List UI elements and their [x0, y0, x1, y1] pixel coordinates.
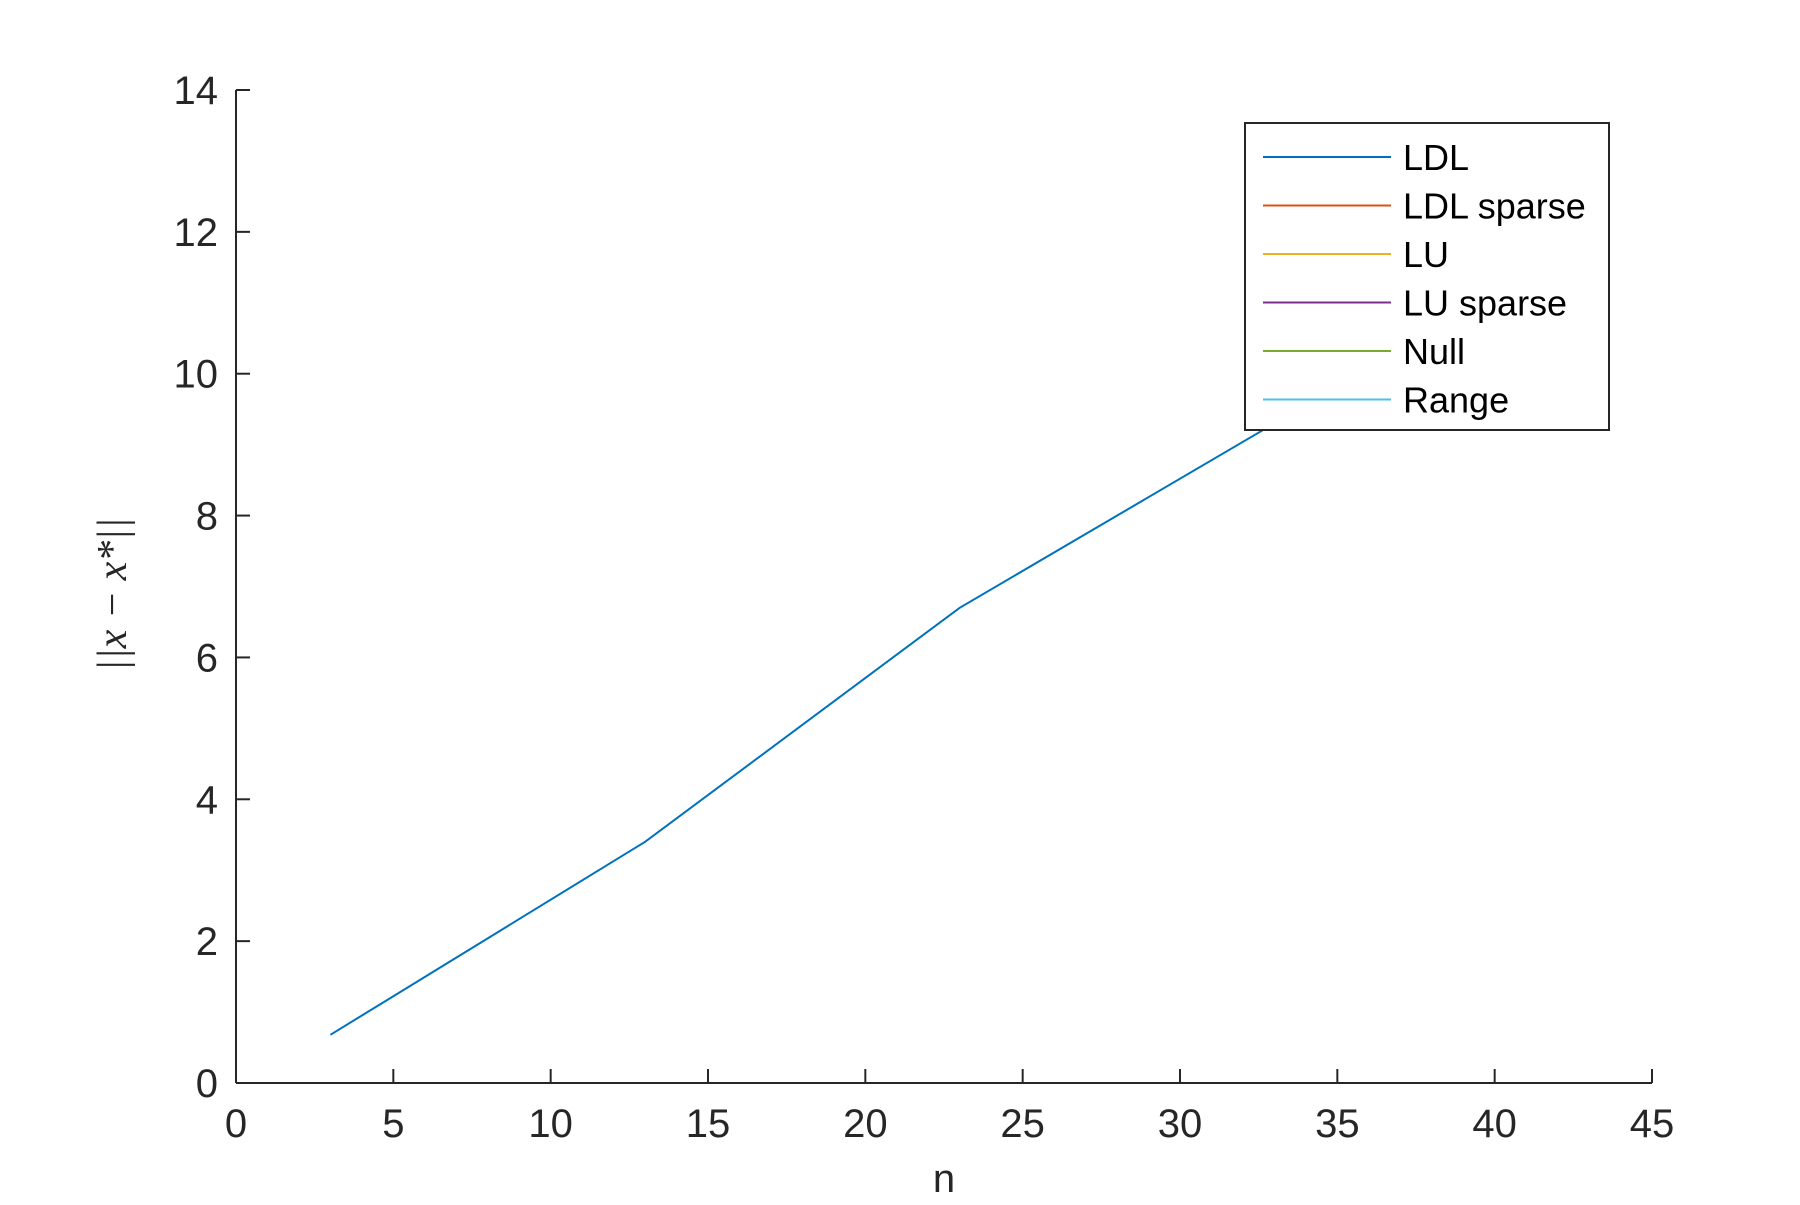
y-axis-title-text: ||x − x*||: [90, 518, 136, 672]
legend-label: LDL sparse: [1403, 186, 1586, 227]
x-tick-label: 45: [1630, 1102, 1675, 1146]
axes-layer: 0 5 10 15 20 25 30 35 40 45 0 2 4 6 8 10 12 14: [174, 69, 1675, 1146]
y-tick-label: 6: [196, 636, 218, 680]
y-tick-label: 8: [196, 495, 218, 539]
x-tick-label: 40: [1472, 1102, 1517, 1146]
legend-label: LU sparse: [1403, 283, 1567, 324]
x-tick-label: 20: [843, 1102, 888, 1146]
x-tick-label: 10: [528, 1102, 573, 1146]
legend-label: LU: [1403, 234, 1449, 275]
y-tick-label: 14: [174, 69, 219, 113]
y-tick-label: 2: [196, 920, 218, 964]
x-tick-label: 0: [225, 1102, 247, 1146]
y-tick-label: 12: [174, 211, 219, 255]
legend-box: [1244, 122, 1610, 431]
y-axis-title: ||x − x*||: [90, 518, 136, 672]
legend-label: LDL: [1403, 137, 1469, 178]
y-tick-label: 0: [196, 1062, 218, 1106]
legend-label: Range: [1403, 380, 1509, 421]
legend-label: Null: [1403, 331, 1465, 372]
y-tick-label: 10: [174, 353, 219, 397]
x-tick-label: 5: [382, 1102, 404, 1146]
legend: LDL LDL sparse LU LU sparse Null Range: [1244, 122, 1610, 431]
x-tick-label: 35: [1315, 1102, 1360, 1146]
x-tick-label: 30: [1158, 1102, 1203, 1146]
y-tick-label: 4: [196, 778, 218, 822]
x-axis-title: n: [933, 1157, 955, 1200]
x-tick-label: 25: [1000, 1102, 1045, 1146]
x-tick-label: 15: [686, 1102, 731, 1146]
